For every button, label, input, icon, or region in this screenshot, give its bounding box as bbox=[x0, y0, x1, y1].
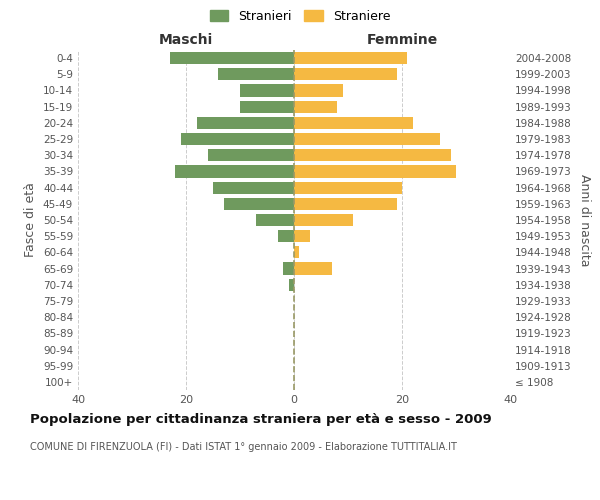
Y-axis label: Fasce di età: Fasce di età bbox=[25, 182, 37, 258]
Bar bbox=[294, 100, 337, 112]
Bar bbox=[208, 149, 294, 162]
Bar bbox=[294, 84, 343, 96]
Bar bbox=[294, 68, 397, 80]
Bar bbox=[294, 117, 413, 129]
Text: Popolazione per cittadinanza straniera per età e sesso - 2009: Popolazione per cittadinanza straniera p… bbox=[30, 412, 492, 426]
Bar bbox=[181, 133, 294, 145]
Bar bbox=[283, 262, 294, 274]
Bar bbox=[294, 52, 407, 64]
Bar bbox=[278, 230, 294, 242]
Text: Maschi: Maschi bbox=[159, 34, 213, 48]
Bar bbox=[213, 182, 294, 194]
Bar bbox=[240, 84, 294, 96]
Bar bbox=[170, 52, 294, 64]
Bar bbox=[294, 149, 451, 162]
Bar bbox=[224, 198, 294, 210]
Bar bbox=[294, 230, 310, 242]
Bar bbox=[289, 278, 294, 291]
Bar bbox=[256, 214, 294, 226]
Bar bbox=[197, 117, 294, 129]
Y-axis label: Anni di nascita: Anni di nascita bbox=[578, 174, 591, 266]
Bar bbox=[218, 68, 294, 80]
Bar bbox=[294, 214, 353, 226]
Bar bbox=[175, 166, 294, 177]
Bar bbox=[240, 100, 294, 112]
Bar bbox=[294, 246, 299, 258]
Bar bbox=[294, 133, 440, 145]
Bar bbox=[294, 262, 332, 274]
Bar bbox=[294, 166, 456, 177]
Bar bbox=[294, 198, 397, 210]
Legend: Stranieri, Straniere: Stranieri, Straniere bbox=[206, 6, 394, 26]
Text: Femmine: Femmine bbox=[367, 34, 437, 48]
Bar bbox=[294, 182, 402, 194]
Text: COMUNE DI FIRENZUOLA (FI) - Dati ISTAT 1° gennaio 2009 - Elaborazione TUTTITALIA: COMUNE DI FIRENZUOLA (FI) - Dati ISTAT 1… bbox=[30, 442, 457, 452]
